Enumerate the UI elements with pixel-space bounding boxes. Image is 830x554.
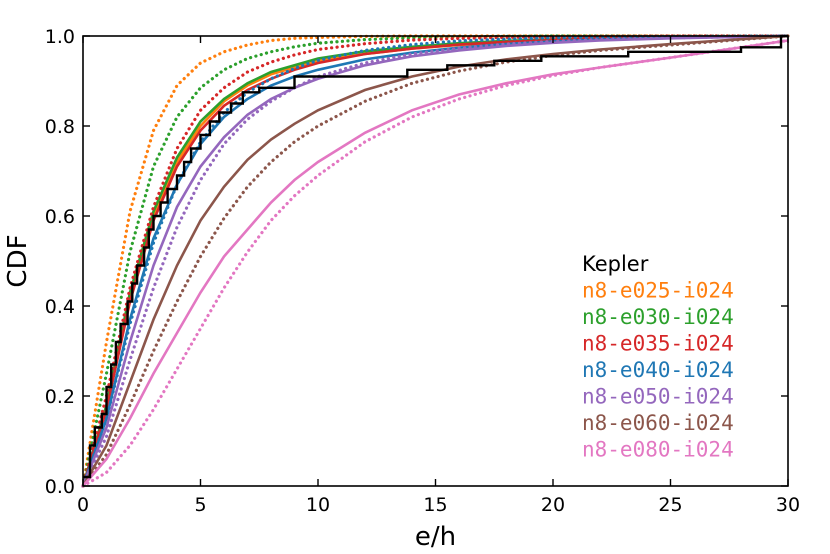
series-step-kepler (83, 34, 788, 479)
legend-entry-n8-e035-i024: n8-e035-i024 (582, 332, 734, 356)
y-axis-label: CDF (3, 234, 33, 287)
x-tick-label: 15 (423, 494, 447, 516)
observed-layer (83, 34, 788, 479)
x-tick-label: 20 (541, 494, 565, 516)
y-tick-label: 0.2 (45, 386, 75, 408)
x-tick-label: 10 (306, 494, 330, 516)
legend-title: Kepler (582, 252, 649, 276)
x-axis-ticks: 0 5 10 15 20 25 30 (77, 36, 800, 516)
x-tick-label: 25 (658, 494, 682, 516)
y-axis-ticks: 0.0 0.2 0.4 0.6 0.8 1.0 (45, 26, 788, 498)
x-axis-label: e/h (415, 522, 456, 552)
series-solid-n8-e060-i024 (81, 34, 789, 487)
legend-entry-n8-e025-i024: n8-e025-i024 (582, 279, 734, 303)
y-tick-label: 0.4 (45, 296, 75, 318)
legend-entry-n8-e060-i024: n8-e060-i024 (582, 411, 734, 435)
x-tick-label: 5 (194, 494, 206, 516)
legend-entry-n8-e040-i024: n8-e040-i024 (582, 358, 734, 382)
legend-entry-n8-e080-i024: n8-e080-i024 (582, 438, 734, 462)
series-dotted-n8-e080-i024 (81, 38, 790, 488)
x-tick-label: 30 (776, 494, 800, 516)
x-tick-label: 0 (77, 494, 89, 516)
legend-entry-n8-e050-i024: n8-e050-i024 (582, 385, 734, 409)
y-tick-label: 1.0 (45, 26, 75, 48)
y-tick-label: 0.8 (45, 116, 75, 138)
legend-entry-n8-e030-i024: n8-e030-i024 (582, 305, 734, 329)
series-dotted-n8-e035-i024 (81, 34, 790, 488)
series-dotted-n8-e030-i024 (81, 34, 790, 488)
y-tick-label: 0.0 (45, 476, 75, 498)
y-tick-label: 0.6 (45, 206, 75, 228)
series-solid-n8-e080-i024 (82, 39, 789, 487)
